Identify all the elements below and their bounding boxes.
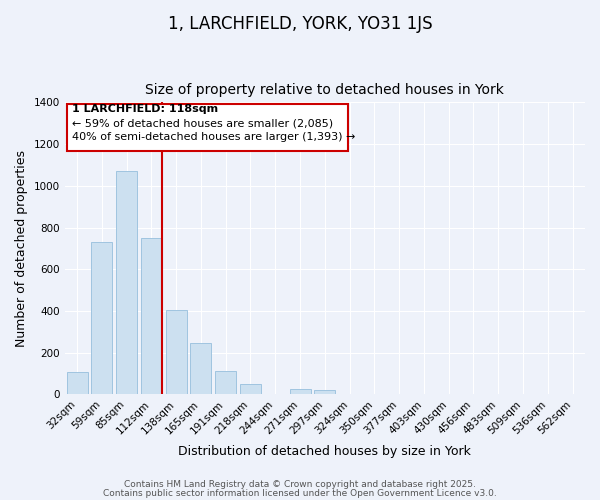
Y-axis label: Number of detached properties: Number of detached properties [15, 150, 28, 347]
Bar [215, 371, 236, 394]
Bar [314, 390, 335, 394]
Bar [91, 242, 112, 394]
Text: ← 59% of detached houses are smaller (2,085)
40% of semi-detached houses are lar: ← 59% of detached houses are smaller (2,… [73, 118, 356, 142]
Bar [67, 372, 88, 394]
Bar [240, 384, 261, 394]
Text: Contains HM Land Registry data © Crown copyright and database right 2025.: Contains HM Land Registry data © Crown c… [124, 480, 476, 489]
Text: 1 LARCHFIELD: 118sqm: 1 LARCHFIELD: 118sqm [73, 104, 218, 114]
Bar [166, 310, 187, 394]
X-axis label: Distribution of detached houses by size in York: Distribution of detached houses by size … [178, 444, 471, 458]
Bar [190, 344, 211, 394]
Text: Contains public sector information licensed under the Open Government Licence v3: Contains public sector information licen… [103, 488, 497, 498]
Text: 1, LARCHFIELD, YORK, YO31 1JS: 1, LARCHFIELD, YORK, YO31 1JS [167, 15, 433, 33]
Bar [116, 171, 137, 394]
Bar [290, 388, 311, 394]
Bar [141, 238, 162, 394]
Title: Size of property relative to detached houses in York: Size of property relative to detached ho… [145, 83, 504, 97]
FancyBboxPatch shape [67, 104, 348, 150]
